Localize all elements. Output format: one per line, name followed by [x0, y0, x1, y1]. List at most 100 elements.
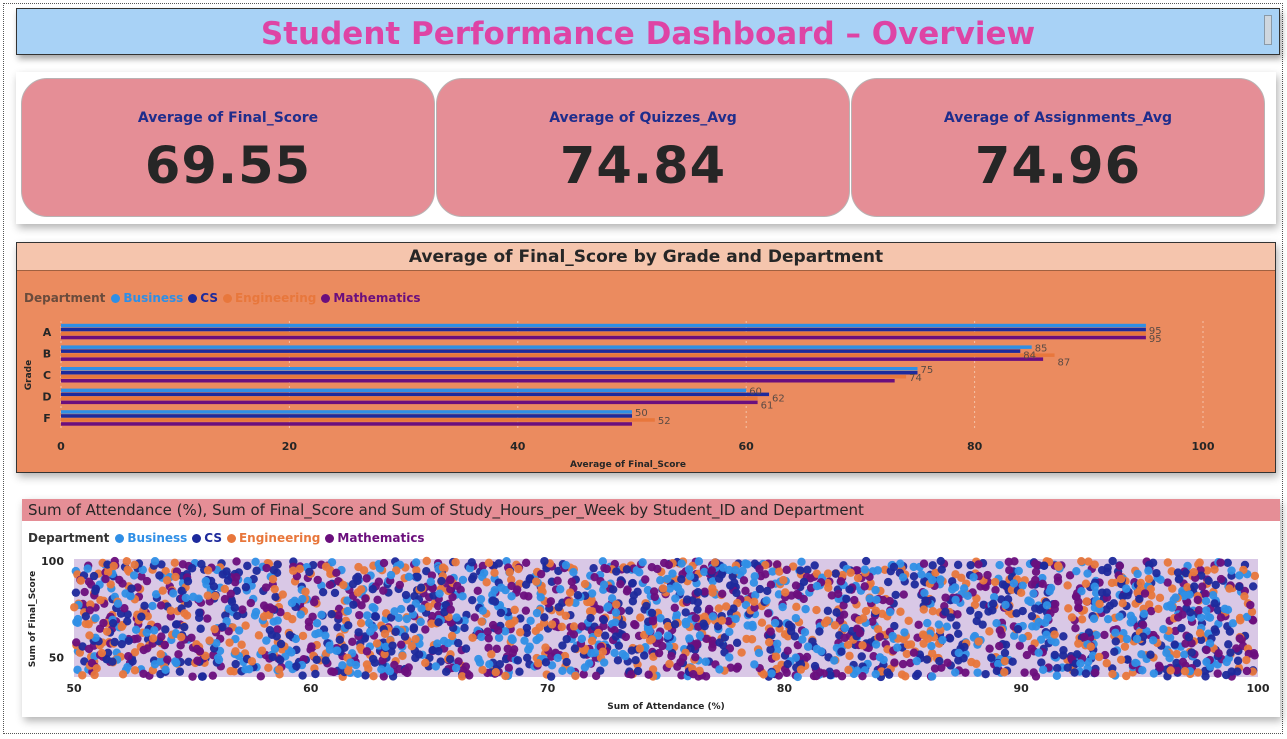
scatter-point-mathematics[interactable] — [553, 576, 562, 585]
scatter-point-engineering[interactable] — [162, 576, 172, 585]
scatter-point-engineering[interactable] — [845, 651, 854, 661]
scatter-point-engineering[interactable] — [1077, 615, 1087, 624]
scatter-point-mathematics[interactable] — [72, 638, 81, 647]
scatter-point-cs[interactable] — [340, 643, 349, 653]
scatter-point-engineering[interactable] — [484, 558, 494, 568]
bar-a-engineering[interactable] — [61, 331, 1146, 336]
scatter-point-business[interactable] — [656, 614, 665, 623]
scatter-point-mathematics[interactable] — [427, 571, 437, 580]
scatter-point-business[interactable] — [580, 663, 590, 672]
scatter-point-mathematics[interactable] — [941, 593, 950, 602]
scatter-point-mathematics[interactable] — [546, 597, 556, 606]
scatter-point-cs[interactable] — [624, 606, 634, 615]
scatter-point-mathematics[interactable] — [1091, 668, 1100, 677]
scatter-point-mathematics[interactable] — [961, 668, 970, 677]
scatter-point-mathematics[interactable] — [691, 653, 700, 662]
scatter-point-mathematics[interactable] — [741, 586, 750, 596]
scatter-point-business[interactable] — [816, 647, 826, 656]
scatter-point-engineering[interactable] — [411, 634, 420, 644]
bar-chart-panel[interactable]: Average of Final_Score by Grade and Depa… — [16, 242, 1276, 473]
scatter-point-cs[interactable] — [1135, 594, 1144, 604]
scatter-point-mathematics[interactable] — [226, 589, 236, 598]
scatter-point-cs[interactable] — [195, 608, 204, 617]
scatter-point-engineering[interactable] — [721, 602, 731, 611]
bar-a-business[interactable] — [61, 323, 1146, 328]
scatter-point-business[interactable] — [1171, 593, 1180, 602]
scatter-point-engineering[interactable] — [275, 665, 284, 674]
scatter-point-mathematics[interactable] — [983, 570, 992, 580]
scatter-point-business[interactable] — [1090, 582, 1099, 591]
scatter-point-business[interactable] — [900, 628, 909, 637]
scatter-point-mathematics[interactable] — [806, 574, 815, 583]
scatter-point-business[interactable] — [508, 635, 517, 645]
scatter-point-mathematics[interactable] — [124, 652, 133, 661]
scatter-point-business[interactable] — [327, 558, 337, 567]
scatter-point-business[interactable] — [812, 581, 822, 591]
scatter-point-cs[interactable] — [137, 612, 146, 621]
scatter-point-cs[interactable] — [391, 627, 400, 636]
scatter-point-cs[interactable] — [639, 651, 649, 660]
scatter-point-engineering[interactable] — [247, 657, 257, 666]
scatter-point-engineering[interactable] — [1163, 558, 1173, 567]
scatter-point-mathematics[interactable] — [1194, 606, 1204, 615]
scatter-point-business[interactable] — [1042, 601, 1052, 610]
scatter-point-cs[interactable] — [909, 572, 919, 581]
scatter-point-business[interactable] — [1029, 589, 1038, 598]
scatter-point-engineering[interactable] — [871, 606, 881, 616]
scatter-point-mathematics[interactable] — [1163, 578, 1172, 587]
scatter-point-cs[interactable] — [681, 608, 690, 617]
scatter-point-mathematics[interactable] — [953, 610, 962, 619]
scatter-point-cs[interactable] — [799, 577, 809, 587]
scatter-point-business[interactable] — [151, 590, 161, 599]
scatter-point-engineering[interactable] — [507, 575, 516, 584]
scatter-point-business[interactable] — [1043, 613, 1052, 623]
scatter-point-mathematics[interactable] — [1138, 620, 1148, 630]
scatter-point-mathematics[interactable] — [782, 565, 791, 575]
scatter-point-business[interactable] — [896, 559, 905, 568]
scatter-point-mathematics[interactable] — [268, 604, 277, 614]
scatter-point-engineering[interactable] — [579, 646, 589, 655]
scatter-point-cs[interactable] — [796, 566, 805, 575]
scatter-point-cs[interactable] — [861, 556, 871, 566]
scatter-point-mathematics[interactable] — [648, 617, 658, 626]
scatter-point-business[interactable] — [569, 568, 578, 577]
scatter-point-business[interactable] — [885, 607, 895, 617]
scatter-point-mathematics[interactable] — [937, 663, 946, 672]
scatter-point-engineering[interactable] — [1167, 567, 1176, 576]
legend-item-engineering[interactable]: Engineering — [222, 291, 316, 305]
scatter-point-engineering[interactable] — [264, 663, 273, 673]
scatter-point-business[interactable] — [748, 620, 757, 630]
scatter-point-mathematics[interactable] — [139, 645, 148, 655]
scatter-point-business[interactable] — [1038, 665, 1048, 674]
scatter-point-cs[interactable] — [335, 635, 344, 645]
scatter-point-cs[interactable] — [252, 566, 261, 575]
scatter-point-engineering[interactable] — [1082, 597, 1091, 606]
scatter-point-business[interactable] — [494, 633, 504, 642]
scatter-point-cs[interactable] — [103, 648, 113, 657]
scatter-point-cs[interactable] — [611, 632, 620, 641]
scatter-point-business[interactable] — [800, 627, 810, 637]
bar-c-business[interactable] — [61, 367, 918, 371]
scatter-point-cs[interactable] — [1226, 648, 1235, 657]
scatter-point-business[interactable] — [161, 665, 170, 674]
scatter-point-engineering[interactable] — [226, 666, 235, 676]
scatter-point-engineering[interactable] — [612, 600, 621, 609]
scatter-point-business[interactable] — [251, 557, 260, 567]
scatter-point-engineering[interactable] — [412, 566, 421, 575]
scatter-point-cs[interactable] — [183, 577, 193, 586]
scatter-point-engineering[interactable] — [1000, 668, 1009, 677]
scatter-point-business[interactable] — [1138, 666, 1147, 675]
scatter-point-engineering[interactable] — [717, 616, 727, 625]
scatter-point-engineering[interactable] — [957, 573, 966, 583]
scatter-point-cs[interactable] — [467, 558, 476, 567]
scatter-point-cs[interactable] — [368, 654, 378, 664]
scatter-point-cs[interactable] — [612, 567, 621, 576]
scatter-point-mathematics[interactable] — [914, 620, 923, 630]
scatter-point-cs[interactable] — [78, 642, 87, 651]
scatter-point-cs[interactable] — [1070, 668, 1079, 677]
scatter-point-engineering[interactable] — [76, 576, 86, 585]
scatter-point-engineering[interactable] — [902, 649, 912, 659]
scatter-point-cs[interactable] — [103, 560, 112, 569]
scatter-point-business[interactable] — [1126, 611, 1136, 621]
scatter-point-business[interactable] — [635, 568, 644, 577]
